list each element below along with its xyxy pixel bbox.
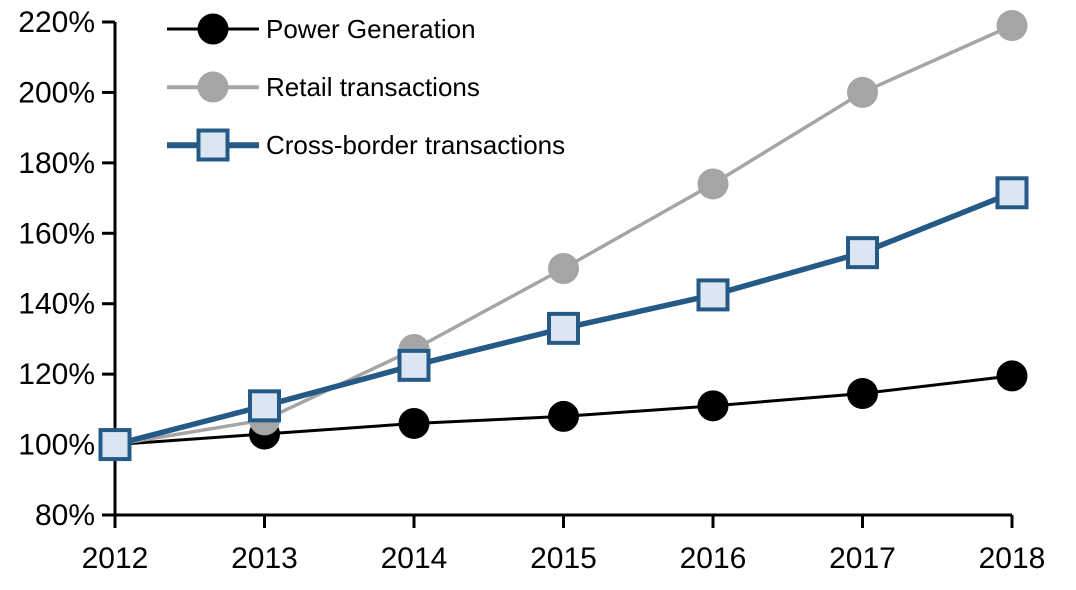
y-axis-tick-label: 220% xyxy=(18,6,95,39)
data-point-cross-border-transactions xyxy=(846,236,879,270)
data-point-retail-transactions xyxy=(996,10,1028,42)
x-axis-tick-label: 2013 xyxy=(231,542,298,575)
x-axis-tick-label: 2014 xyxy=(381,542,448,575)
y-axis-tick-label: 160% xyxy=(18,217,95,250)
data-point-power-generation xyxy=(548,400,579,432)
legend-sample-power-generation xyxy=(167,12,259,46)
square-marker-icon xyxy=(196,128,230,162)
legend-label-retail-transactions: Retail transactions xyxy=(266,71,480,102)
legend-sample-retail-transactions xyxy=(167,70,259,104)
x-axis-tick-label: 2018 xyxy=(979,542,1046,575)
data-point-cross-border-transactions xyxy=(547,311,580,345)
data-point-cross-border-transactions xyxy=(397,348,431,382)
circle-marker-icon xyxy=(197,71,229,103)
data-point-power-generation xyxy=(398,407,430,439)
legend-item-power-generation: Power Generation xyxy=(167,12,565,46)
x-axis-tick-label: 2015 xyxy=(530,542,597,575)
y-axis-tick-label: 180% xyxy=(18,147,95,180)
data-point-cross-border-transactions xyxy=(98,428,132,462)
x-axis-tick-label: 2017 xyxy=(829,542,896,575)
data-point-retail-transactions xyxy=(548,253,579,284)
data-point-cross-border-transactions xyxy=(696,278,730,312)
y-axis-tick-label: 80% xyxy=(35,499,95,532)
y-axis-tick-label: 100% xyxy=(18,429,95,462)
data-point-retail-transactions xyxy=(847,76,878,108)
x-axis-tick-label: 2016 xyxy=(680,542,747,575)
x-axis-tick-label: 2012 xyxy=(82,542,149,575)
legend-label-cross-border-transactions: Cross-border transactions xyxy=(266,129,566,160)
legend-item-retail-transactions: Retail transactions xyxy=(167,70,565,104)
data-point-power-generation xyxy=(697,390,729,422)
legend-sample-cross-border-transactions xyxy=(167,128,259,162)
data-point-power-generation xyxy=(996,360,1028,392)
y-axis-tick-label: 120% xyxy=(18,358,95,391)
legend-item-cross-border-transactions: Cross-border transactions xyxy=(167,128,565,162)
y-axis-tick-label: 200% xyxy=(18,76,95,109)
data-point-cross-border-transactions xyxy=(248,389,281,423)
y-axis-tick-label: 140% xyxy=(18,288,95,321)
data-point-power-generation xyxy=(847,378,878,410)
data-point-retail-transactions xyxy=(697,168,729,200)
data-point-cross-border-transactions xyxy=(995,176,1029,210)
circle-marker-icon xyxy=(197,13,229,45)
legend-label-power-generation: Power Generation xyxy=(266,13,476,44)
legend: Power Generation Retail transactions Cro… xyxy=(167,12,565,186)
axis-lines xyxy=(113,22,1012,517)
